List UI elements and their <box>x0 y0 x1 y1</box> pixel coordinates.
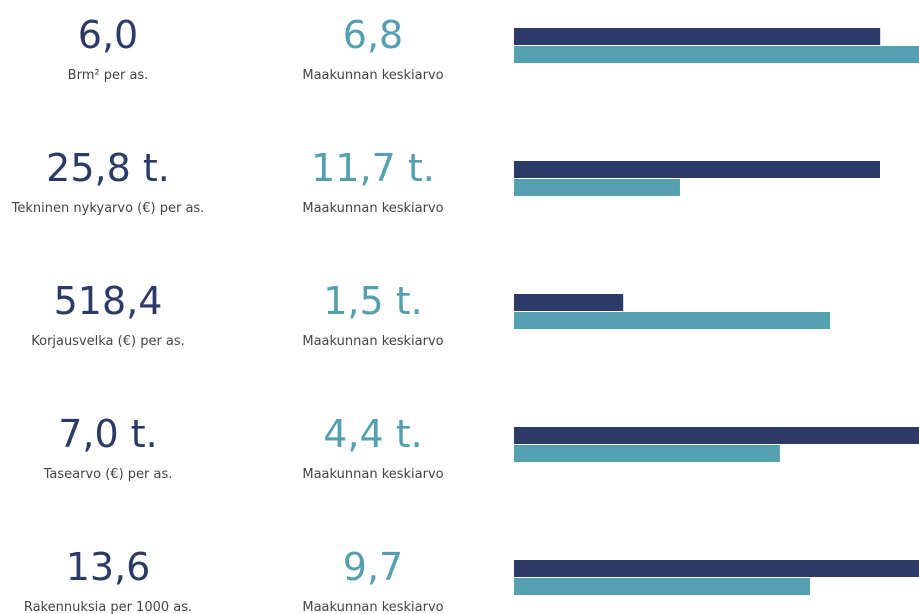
avg-bar <box>514 578 810 595</box>
avg-value: 11,7 t. <box>311 146 435 190</box>
kpi-value: 518,4 <box>54 279 163 323</box>
value-bar <box>514 28 881 45</box>
avg-caption: Maakunnan keskiarvo <box>302 334 443 349</box>
kpi-caption: Brm² per as. <box>68 68 149 83</box>
avg-value: 1,5 t. <box>323 279 423 323</box>
avg-value: 6,8 <box>343 13 403 57</box>
value-bar <box>514 560 919 577</box>
avg-caption: Maakunnan keskiarvo <box>302 68 443 83</box>
value-bar <box>514 294 624 311</box>
kpi-value: 7,0 t. <box>58 412 158 456</box>
kpi-value: 25,8 t. <box>46 146 170 190</box>
avg-value: 9,7 <box>343 545 403 589</box>
avg-bar <box>514 179 680 196</box>
avg-bar <box>514 445 780 462</box>
kpi-caption: Tekninen nykyarvo (€) per as. <box>11 201 205 216</box>
avg-bar <box>514 46 919 63</box>
avg-caption: Maakunnan keskiarvo <box>302 600 443 614</box>
value-bar <box>514 427 919 444</box>
avg-value: 4,4 t. <box>323 412 423 456</box>
avg-bar <box>514 312 830 329</box>
value-bar <box>514 161 880 178</box>
kpi-caption: Korjausvelka (€) per as. <box>31 334 185 349</box>
kpi-caption: Rakennuksia per 1000 as. <box>24 600 192 614</box>
avg-caption: Maakunnan keskiarvo <box>302 467 443 482</box>
kpi-value: 6,0 <box>78 13 138 57</box>
kpi-caption: Tasearvo (€) per as. <box>43 467 173 482</box>
kpi-value: 13,6 <box>66 545 151 589</box>
avg-caption: Maakunnan keskiarvo <box>302 201 443 216</box>
